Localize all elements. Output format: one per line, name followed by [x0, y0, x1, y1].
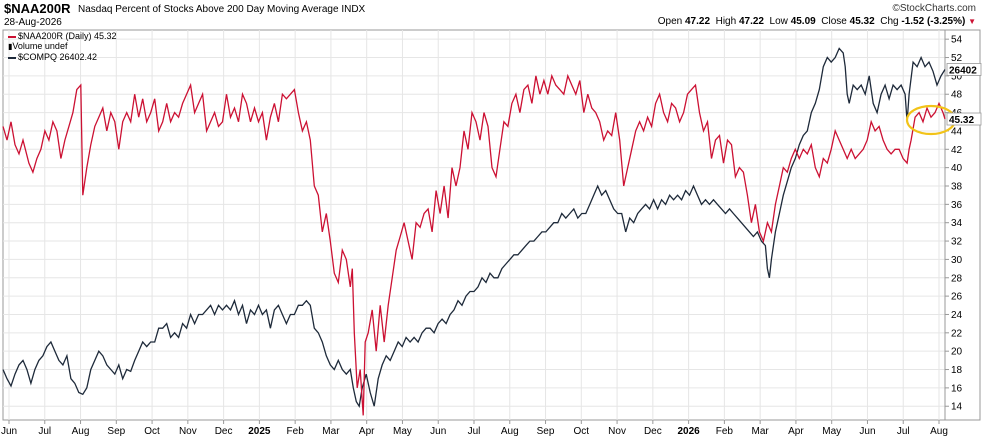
chart-date: 28-Aug-2026: [4, 17, 62, 28]
x-tick-label: Oct: [144, 426, 160, 437]
x-tick-label: Aug: [930, 426, 948, 437]
y-tick-label: 14: [951, 402, 963, 413]
y-tick-label: 38: [951, 182, 963, 193]
x-tick-label: Jun: [430, 426, 446, 437]
x-tick-label: Aug: [501, 426, 519, 437]
last-value-compq-box: [946, 63, 982, 76]
exchange-text: INDX: [341, 4, 366, 15]
legend-swatch-secondary: [8, 56, 16, 59]
symbol-title: $NAA200R: [4, 1, 71, 16]
y-tick-label: 54: [951, 35, 963, 46]
x-tick-label: Mar: [752, 426, 770, 437]
x-tick-label: Mar: [322, 426, 340, 437]
x-tick-label: Nov: [179, 426, 197, 437]
close-value: 45.32: [849, 16, 875, 27]
y-tick-label: 26: [951, 292, 963, 303]
plot-area: [2, 29, 981, 421]
low-value: 45.09: [790, 16, 816, 27]
legend-item-secondary: $COMPQ 26402.42: [8, 52, 117, 62]
x-tick-label: 2026: [677, 426, 700, 437]
y-tick-label: 22: [951, 328, 963, 339]
x-tick-label: Feb: [287, 426, 305, 437]
x-tick-label: Jun: [859, 426, 875, 437]
x-tick-label: Oct: [574, 426, 590, 437]
y-tick-label: 18: [951, 365, 963, 376]
last-value-compq: 26402: [949, 65, 977, 76]
x-tick-label: Jul: [38, 426, 51, 437]
low-label: Low: [769, 16, 788, 27]
x-tick-label: 2025: [248, 426, 271, 437]
volume-bars-icon: ▮: [8, 42, 13, 51]
x-tick-label: Dec: [644, 426, 662, 437]
chart-header: $NAA200R Nasdaq Percent of Stocks Above …: [0, 0, 982, 30]
legend-item-primary: $NAA200R (Daily) 45.32: [8, 31, 117, 41]
x-tick-label: Feb: [716, 426, 734, 437]
y-tick-label: 42: [951, 145, 963, 156]
ohlc-readout: Open 47.22 High 47.22 Low 45.09 Close 45…: [658, 16, 976, 27]
x-axis: Jun Jul Aug Sep Oct Nov Dec 2025 Feb Mar Apr May Jun…: [1, 420, 948, 437]
series-line-naa200r: [2, 73, 946, 416]
last-value-labels: 26402 45.32: [946, 63, 982, 126]
symbol-description: Nasdaq Percent of Stocks Above 200 Day M…: [78, 4, 365, 15]
chg-value: -1.52 (-3.25%): [901, 16, 966, 27]
y-tick-label: 36: [951, 200, 963, 211]
legend: $NAA200R (Daily) 45.32 ▮Volume undef $CO…: [8, 31, 117, 62]
down-arrow-icon: ▼: [968, 17, 976, 26]
legend-label-volume: Volume undef: [12, 41, 68, 51]
x-tick-label: Jun: [1, 426, 17, 437]
brand-watermark: ©StockCharts.com: [892, 3, 976, 14]
y-tick-label: 34: [951, 218, 963, 229]
y-tick-label: 20: [951, 347, 963, 358]
x-tick-label: May: [393, 426, 412, 437]
legend-item-volume: ▮Volume undef: [8, 41, 117, 52]
y-tick-label: 16: [951, 383, 963, 394]
open-label: Open: [657, 16, 683, 27]
y-tick-label: 32: [951, 237, 963, 248]
chg-label: Chg: [880, 16, 899, 27]
x-tick-label: Apr: [359, 426, 375, 437]
x-tick-label: Nov: [608, 426, 626, 437]
y-tick-label: 50: [951, 71, 963, 82]
x-tick-label: Aug: [72, 426, 90, 437]
last-value-naa200r: 45.32: [949, 115, 974, 126]
x-tick-label: Jul: [468, 426, 481, 437]
y-tick-label: 40: [951, 163, 963, 174]
x-tick-label: Dec: [215, 426, 233, 437]
x-tick-label: Jul: [897, 426, 910, 437]
legend-label-secondary: $COMPQ 26402.42: [18, 52, 98, 62]
y-tick-label: 52: [951, 53, 963, 64]
last-value-naa200r-box: [946, 112, 982, 126]
y-tick-label: 44: [951, 126, 963, 137]
x-tick-label: Sep: [537, 426, 555, 437]
description-text: Nasdaq Percent of Stocks Above 200 Day M…: [78, 4, 339, 15]
legend-swatch-primary: [8, 35, 16, 38]
x-tick-label: Sep: [107, 426, 125, 437]
high-value: 47.22: [738, 16, 764, 27]
legend-label-primary: $NAA200R (Daily) 45.32: [18, 31, 117, 41]
x-tick-label: May: [822, 426, 841, 437]
y-axis: 1416182022242628303234363840424446485052…: [944, 30, 963, 420]
x-tick-label: Apr: [788, 426, 804, 437]
y-tick-label: 30: [951, 255, 963, 266]
close-label: Close: [821, 16, 847, 27]
y-tick-label: 28: [951, 273, 963, 284]
high-label: High: [715, 16, 737, 27]
series-line-compq: [2, 47, 946, 408]
y-tick-label: 48: [951, 90, 963, 101]
y-tick-label: 24: [951, 310, 963, 321]
open-value: 47.22: [685, 16, 711, 27]
